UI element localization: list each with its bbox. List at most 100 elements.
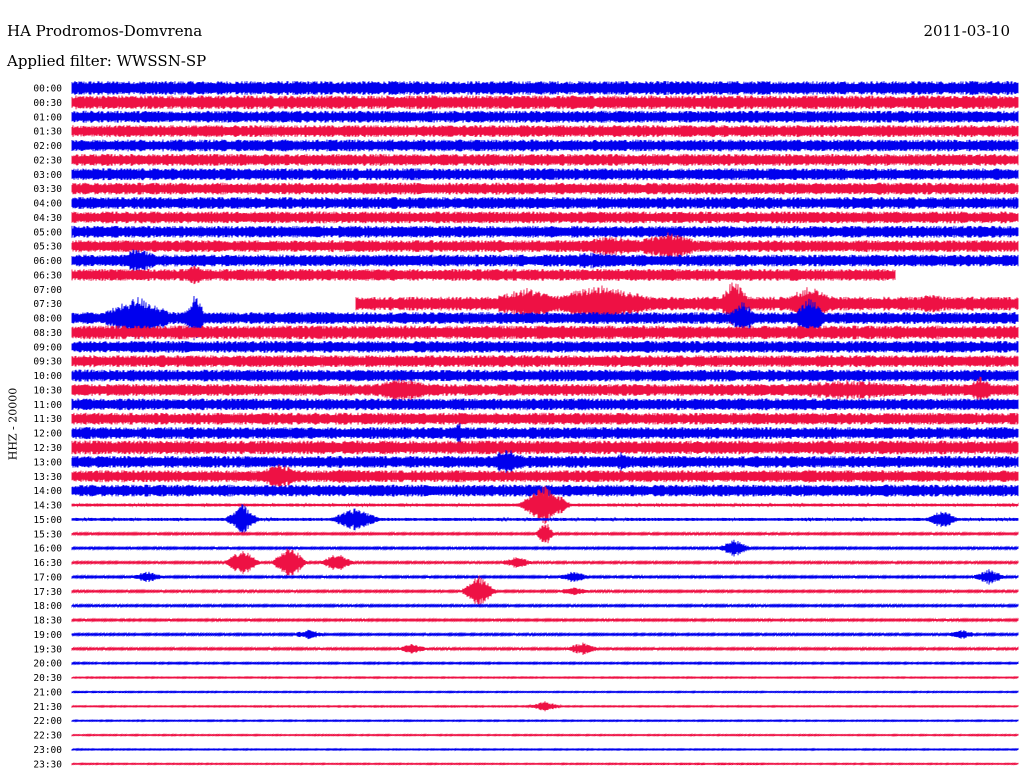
trace-row-1000 <box>71 369 1019 382</box>
row-time-label: 05:00 <box>33 227 62 238</box>
row-time-label: 01:30 <box>33 127 62 138</box>
trace-row-1030 <box>71 376 1019 404</box>
trace-row-0930 <box>71 355 1019 368</box>
time-tick-labels: 00:00 00:30 01:00 01:30 02:00 02:30 03:00 03:30… <box>33 84 62 771</box>
row-time-label: 14:30 <box>33 501 62 512</box>
row-time-label: 02:00 <box>33 141 62 152</box>
trace-rows <box>71 80 1019 766</box>
trace-row-0330 <box>71 182 1019 195</box>
row-time-label: 08:30 <box>33 328 62 339</box>
row-time-label: 22:00 <box>33 716 62 727</box>
row-time-label: 15:30 <box>33 529 62 540</box>
trace-row-2330 <box>71 762 1019 766</box>
trace-row-1600 <box>71 539 1019 557</box>
trace-row-1130 <box>71 412 1019 425</box>
trace-row-1900 <box>71 629 1019 640</box>
row-time-label: 18:30 <box>33 616 62 627</box>
row-time-label: 04:00 <box>33 199 62 210</box>
row-time-label: 21:30 <box>33 702 62 713</box>
trace-row-0900 <box>71 340 1019 353</box>
trace-row-0830 <box>71 325 1019 340</box>
row-time-label: 11:30 <box>33 414 62 425</box>
trace-row-0430 <box>71 211 1019 224</box>
trace-row-0400 <box>71 196 1019 210</box>
row-time-label: 12:00 <box>33 429 62 440</box>
trace-row-0600 <box>71 249 1019 272</box>
trace-row-2100 <box>71 690 1019 694</box>
row-time-label: 09:00 <box>33 342 62 353</box>
trace-row-2000 <box>71 660 1019 666</box>
trace-row-1830 <box>71 617 1019 623</box>
row-time-label: 08:00 <box>33 314 62 325</box>
row-time-label: 16:00 <box>33 544 62 555</box>
trace-row-2230 <box>71 733 1019 737</box>
row-time-label: 10:00 <box>33 371 62 382</box>
row-time-label: 21:00 <box>33 687 62 698</box>
row-time-label: 16:30 <box>33 558 62 569</box>
trace-row-0630 <box>71 265 896 285</box>
row-time-label: 19:30 <box>33 644 62 655</box>
row-time-label: 10:30 <box>33 385 62 396</box>
trace-row-2130 <box>71 701 1019 712</box>
row-time-label: 09:30 <box>33 357 62 368</box>
trace-row-0000 <box>71 80 1019 96</box>
row-time-label: 15:00 <box>33 515 62 526</box>
row-time-label: 01:00 <box>33 112 62 123</box>
row-time-label: 06:30 <box>33 270 62 281</box>
row-time-label: 02:30 <box>33 155 62 166</box>
row-time-label: 18:00 <box>33 601 62 612</box>
trace-row-0230 <box>71 153 1019 166</box>
row-time-label: 13:00 <box>33 457 62 468</box>
filter-label: Applied filter: WWSSN-SP <box>7 52 207 70</box>
row-time-label: 07:00 <box>33 285 62 296</box>
trace-row-1530 <box>71 524 1019 544</box>
trace-row-1700 <box>71 569 1019 585</box>
date-label: 2011-03-10 <box>923 22 1010 40</box>
trace-row-2300 <box>71 747 1019 752</box>
row-time-label: 23:00 <box>33 745 62 756</box>
row-time-label: 07:30 <box>33 299 62 310</box>
trace-row-0500 <box>71 225 1019 238</box>
trace-row-1330 <box>71 464 1019 489</box>
trace-row-0730 <box>355 282 1019 325</box>
row-time-label: 12:30 <box>33 443 62 454</box>
row-time-label: 20:30 <box>33 673 62 684</box>
row-time-label: 06:00 <box>33 256 62 267</box>
row-time-label: 11:00 <box>33 400 62 411</box>
trace-row-0800 <box>71 295 1019 341</box>
trace-row-1100 <box>71 398 1019 411</box>
row-time-label: 23:30 <box>33 759 62 770</box>
row-time-label: 17:30 <box>33 587 62 598</box>
trace-row-0130 <box>71 125 1019 138</box>
trace-row-1930 <box>71 642 1019 656</box>
trace-row-1500 <box>71 504 1019 535</box>
row-time-label: 20:00 <box>33 659 62 670</box>
trace-row-0530 <box>71 232 1019 260</box>
row-time-label: 05:30 <box>33 242 62 253</box>
row-time-label: 03:30 <box>33 184 62 195</box>
row-time-label: 03:00 <box>33 170 62 181</box>
trace-row-1430 <box>71 485 1019 525</box>
trace-row-1200 <box>71 423 1019 443</box>
trace-row-2200 <box>71 718 1019 723</box>
row-time-label: 17:00 <box>33 572 62 583</box>
trace-row-1230 <box>71 440 1019 455</box>
trace-row-0100 <box>71 110 1019 123</box>
trace-row-0300 <box>71 168 1019 181</box>
trace-row-0200 <box>71 139 1019 152</box>
row-time-label: 14:00 <box>33 486 62 497</box>
trace-row-1630 <box>71 548 1019 577</box>
row-time-label: 19:00 <box>33 630 62 641</box>
trace-row-1800 <box>71 602 1019 609</box>
trace-row-1730 <box>71 575 1019 608</box>
trace-row-0030 <box>71 95 1019 110</box>
row-time-label: 00:30 <box>33 98 62 109</box>
row-time-label: 13:30 <box>33 472 62 483</box>
row-time-label: 04:30 <box>33 213 62 224</box>
trace-row-2030 <box>71 675 1019 680</box>
trace-row-1300 <box>71 449 1019 474</box>
row-time-label: 22:30 <box>33 731 62 742</box>
row-time-label: 00:00 <box>33 84 62 95</box>
station-title: HA Prodromos-Domvrena <box>7 22 203 40</box>
